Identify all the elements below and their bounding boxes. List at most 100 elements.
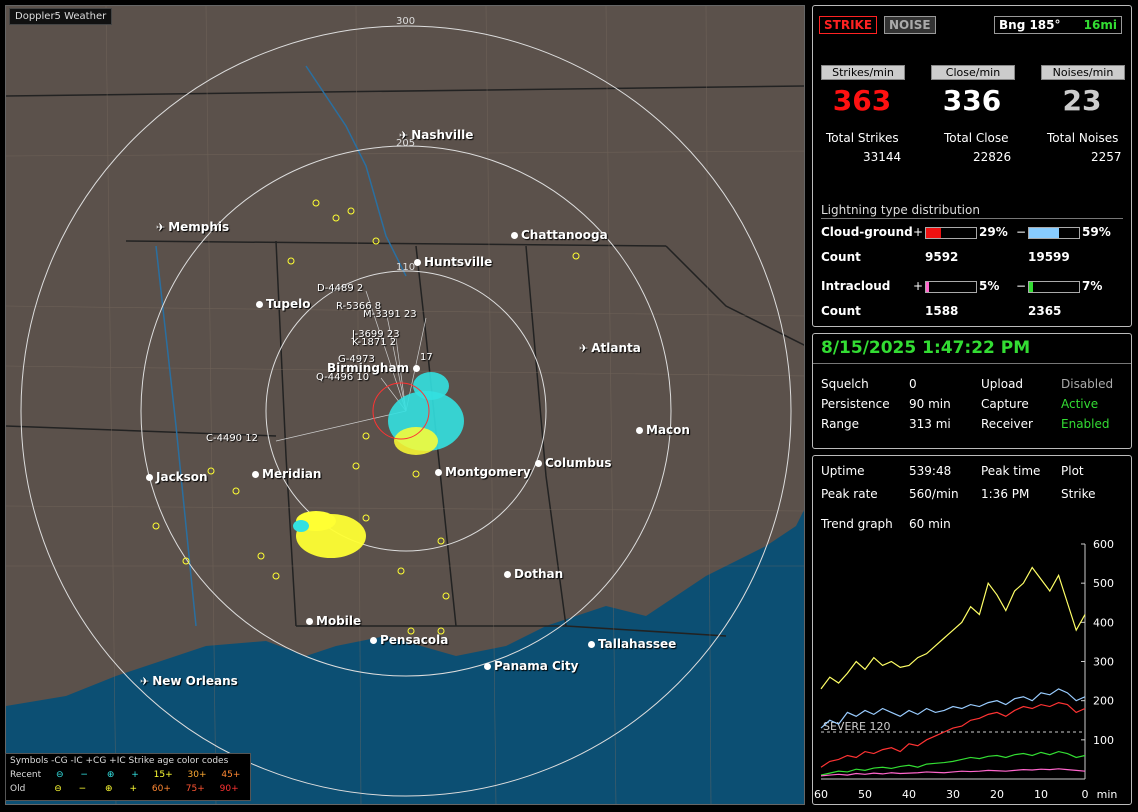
- city-atlanta[interactable]: ✈ Atlanta: [579, 341, 641, 355]
- ic-count-label: Count: [821, 304, 861, 318]
- storm-label[interactable]: Q-4496 10: [316, 372, 370, 383]
- noises-per-min-value: 23: [1062, 84, 1102, 117]
- cg-negative-count: 19599: [1028, 250, 1070, 264]
- city-jackson[interactable]: Jackson: [146, 470, 208, 484]
- x-tick-label: 20: [990, 788, 1004, 801]
- legend-title: Symbols -CG -IC +CG +IC Strike age color…: [10, 756, 229, 766]
- city-dothan[interactable]: Dothan: [504, 567, 563, 581]
- upload-value[interactable]: Disabled: [1061, 377, 1114, 391]
- series-line: [820, 768, 1086, 777]
- symbol-neg-ic-icon: −: [80, 770, 88, 780]
- city-chattanooga[interactable]: Chattanooga: [511, 228, 608, 242]
- status-divider: [813, 363, 1131, 364]
- trend-window-value[interactable]: 60 min: [909, 517, 951, 531]
- symbol-pos-cg-icon: ⊕: [105, 784, 113, 794]
- symbol-neg-cg-icon: ⊖: [55, 770, 64, 780]
- range-value[interactable]: 313 mi: [909, 417, 951, 431]
- persistence-value[interactable]: 90 min: [909, 397, 951, 411]
- ic-negative-fill: [1029, 282, 1033, 292]
- age-code: 45+: [221, 770, 241, 780]
- ic-negative-pct: 7%: [1082, 279, 1103, 293]
- city-dot-icon: [146, 474, 153, 481]
- series-line: [820, 688, 1086, 729]
- city-memphis[interactable]: ✈ Memphis: [156, 220, 230, 234]
- total-strikes-label: Total Strikes: [826, 131, 899, 145]
- city-dot-icon: [484, 663, 491, 670]
- x-tick-label: 40: [902, 788, 916, 801]
- plot-value[interactable]: Strike: [1061, 487, 1096, 501]
- storm-label[interactable]: C-4490 12: [206, 433, 258, 444]
- storm-label[interactable]: D-4489 2: [317, 283, 364, 294]
- peak-time-value: 1:36 PM: [981, 487, 1030, 501]
- peak-rate-value: 560/min: [909, 487, 959, 501]
- status-panel: 8/15/2025 1:47:22 PM Squelch 0 Persisten…: [812, 333, 1132, 449]
- trend-panel: Uptime 539:48 Peak time Plot Peak rate 5…: [812, 455, 1132, 805]
- y-tick-label: 300: [1093, 656, 1114, 669]
- storm-label[interactable]: R-5366 8: [336, 301, 382, 312]
- rates-panel: STRIKE NOISE Bng 185° 16mi Strikes/min C…: [812, 5, 1132, 327]
- city-panama-city[interactable]: Panama City: [484, 659, 578, 673]
- city-dot-icon: [435, 469, 442, 476]
- ring-label: 300: [396, 16, 416, 27]
- cg-positive-fill: [926, 228, 941, 238]
- city-mobile[interactable]: Mobile: [306, 614, 361, 628]
- city-dot-icon: [588, 641, 595, 648]
- cloud-ground-label: Cloud-ground: [821, 225, 913, 239]
- storm-label[interactable]: M-3391 23: [363, 309, 417, 320]
- city-meridian[interactable]: Meridian: [252, 467, 321, 481]
- city-birmingham[interactable]: Birmingham: [327, 361, 423, 375]
- total-close-value: 22826: [973, 150, 1012, 164]
- city-new-orleans[interactable]: ✈ New Orleans: [140, 674, 238, 688]
- x-tick-label: 10: [1034, 788, 1048, 801]
- airport-icon: ✈: [140, 675, 150, 688]
- y-tick-label: 200: [1093, 695, 1114, 708]
- city-montgomery[interactable]: Montgomery: [435, 465, 531, 479]
- x-tick-label: 0: [1082, 788, 1089, 801]
- airport-icon: ✈: [156, 221, 166, 234]
- city-dot-icon: [636, 427, 643, 434]
- strike-mode-button[interactable]: STRIKE: [819, 16, 878, 34]
- ic-negative-bar: [1028, 281, 1080, 293]
- city-dot-icon: [370, 637, 377, 644]
- x-tick-label: 60: [814, 788, 828, 801]
- ic-negative-count: 2365: [1028, 304, 1062, 318]
- age-code: 15+: [153, 770, 173, 780]
- cg-negative-fill: [1029, 228, 1059, 238]
- age-code: 75+: [185, 784, 205, 794]
- receiver-value[interactable]: Enabled: [1061, 417, 1110, 431]
- capture-label: Capture: [981, 397, 1029, 411]
- city-pensacola[interactable]: Pensacola: [370, 633, 448, 647]
- peak-time-label: Peak time: [981, 464, 1041, 478]
- storm-label[interactable]: 17: [420, 352, 433, 363]
- city-nashville[interactable]: ✈ Nashville: [399, 128, 474, 142]
- distance-value: 16mi: [1083, 18, 1117, 32]
- storm-label[interactable]: G-4973: [338, 354, 375, 365]
- city-dot-icon: [535, 460, 542, 467]
- ic-positive-bar: [925, 281, 977, 293]
- city-dot-icon: [413, 365, 421, 372]
- total-noises-label: Total Noises: [1047, 131, 1119, 145]
- legend-old-row: Old ⊖ − ⊕ + 60+ 75+ 90+: [10, 784, 239, 794]
- city-huntsville[interactable]: Huntsville: [414, 255, 492, 269]
- storm-label[interactable]: K-1871 2: [352, 337, 397, 348]
- capture-value[interactable]: Active: [1061, 397, 1099, 411]
- series-line: [820, 750, 1086, 776]
- ring-label: 110: [396, 262, 416, 273]
- close-per-min-value: 336: [942, 84, 1002, 117]
- peak-rate-label: Peak rate: [821, 487, 878, 501]
- noise-mode-button[interactable]: NOISE: [884, 16, 936, 34]
- symbol-pos-ic-icon: +: [129, 784, 137, 794]
- gulf-of-mexico: [6, 510, 804, 804]
- city-dot-icon: [256, 301, 263, 308]
- city-tupelo[interactable]: Tupelo: [256, 297, 311, 311]
- city-macon[interactable]: Macon: [636, 423, 690, 437]
- squelch-value[interactable]: 0: [909, 377, 917, 391]
- strike-cluster-mississippi: [293, 511, 366, 558]
- radar-map[interactable]: Doppler5 Weather 300 205 110 ✈ Nashville …: [5, 5, 805, 805]
- storm-label[interactable]: J-3699 23: [352, 329, 400, 340]
- minus-sign: −: [1016, 225, 1027, 239]
- city-columbus[interactable]: Columbus: [535, 456, 612, 470]
- x-unit-label: min: [1097, 788, 1118, 801]
- city-tallahassee[interactable]: Tallahassee: [588, 637, 676, 651]
